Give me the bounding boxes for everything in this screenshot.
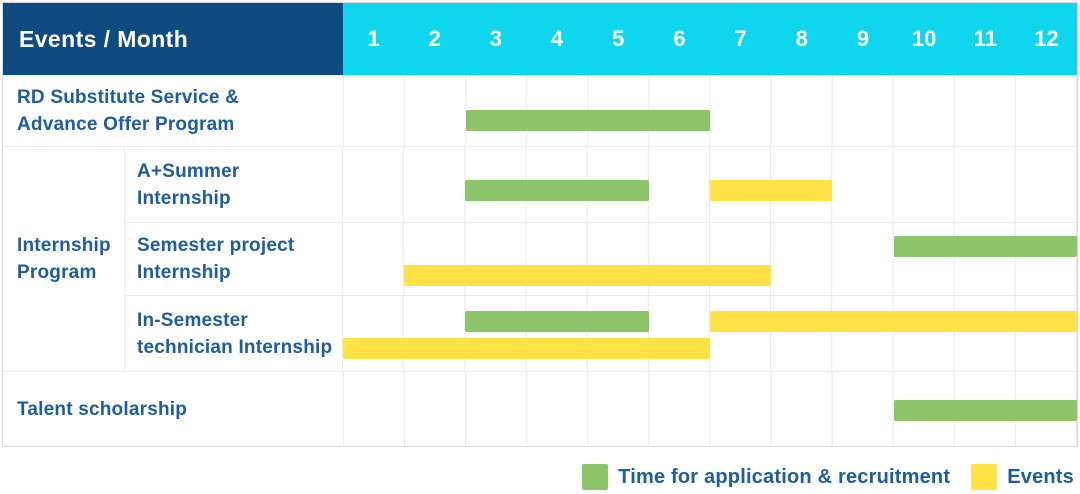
legend-label-application-recruitment: Time for application & recruitment — [618, 465, 951, 488]
gantt-bar-yellow — [710, 311, 1077, 332]
group-internship-program: Internship Program A+Summer Internship S… — [3, 146, 1077, 371]
month-header-11: 11 — [973, 26, 997, 51]
month-header-10: 10 — [911, 26, 937, 51]
table-row-semester-project: Semester project Internship — [125, 222, 1077, 295]
month-header-9: 9 — [856, 26, 870, 51]
month-header-6: 6 — [673, 26, 686, 51]
row-label-talent-scholarship: Talent scholarship — [17, 398, 188, 420]
gantt-bar-green — [465, 311, 649, 332]
table-row-rd-substitute: RD Substitute Service & Advance Offer Pr… — [3, 75, 1077, 146]
gantt-bar-yellow — [343, 338, 710, 359]
legend-label-events: Events — [1007, 465, 1074, 488]
gantt-bar-green — [466, 110, 711, 131]
table-row-a-plus-summer: A+Summer Internship — [125, 147, 1077, 222]
row-label-in-semester-technician: In-Semester technician Internship — [137, 309, 333, 358]
month-header-2: 2 — [428, 26, 441, 51]
table-row-in-semester-technician: In-Semester technician Internship — [125, 295, 1077, 371]
month-header-5: 5 — [612, 26, 625, 51]
green-swatch-icon — [582, 464, 609, 490]
month-header-band: 1 2 3 4 5 6 7 8 9 10 11 12 — [343, 3, 1077, 75]
month-grid-rd-substitute — [343, 76, 1077, 146]
yellow-swatch-icon — [971, 464, 998, 490]
gantt-bar-green — [465, 180, 649, 201]
month-grid-a-plus-summer — [342, 147, 1077, 222]
gantt-bar-yellow — [404, 265, 772, 286]
table-row-talent-scholarship: Talent scholarship — [3, 371, 1077, 446]
gantt-bar-green — [893, 400, 1077, 421]
month-header-1: 1 — [367, 26, 380, 51]
month-header-4: 4 — [550, 26, 564, 51]
month-grid-talent-scholarship — [343, 372, 1077, 446]
legend-item-application-recruitment: Time for application & recruitment — [582, 464, 950, 490]
row-label-a-plus-summer: A+Summer Internship — [137, 160, 240, 209]
gantt-bar-yellow — [710, 180, 833, 201]
month-header-12: 12 — [1034, 26, 1059, 51]
month-header-3: 3 — [489, 26, 503, 51]
month-header-8: 8 — [795, 26, 808, 51]
header-row: Events / Month 1 2 3 4 5 6 7 8 9 10 11 1… — [3, 3, 1077, 75]
group-sub-rows: A+Summer Internship Semester project Int… — [125, 147, 1077, 371]
row-label-semester-project: Semester project Internship — [137, 235, 295, 283]
events-month-header: Events / Month — [3, 3, 343, 75]
gantt-bar-green — [893, 236, 1077, 257]
row-label-rd-substitute: RD Substitute Service & Advance Offer Pr… — [17, 87, 240, 135]
legend: Time for application & recruitment Event… — [2, 464, 1078, 490]
legend-item-events: Events — [971, 464, 1074, 490]
group-label-internship-program: Internship Program — [3, 147, 125, 371]
month-header-7: 7 — [734, 26, 747, 51]
gantt-table: Events / Month 1 2 3 4 5 6 7 8 9 10 11 1… — [2, 2, 1078, 447]
month-grid-semester-project — [342, 223, 1077, 295]
month-grid-in-semester-technician — [342, 296, 1077, 371]
